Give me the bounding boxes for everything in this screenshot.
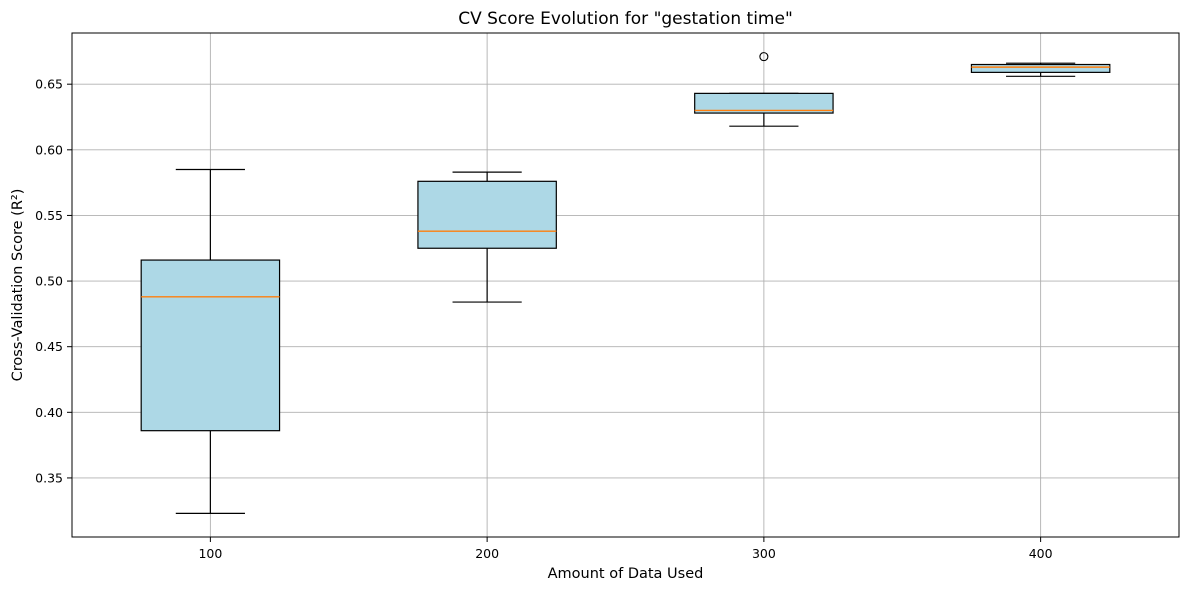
box-400: [970, 62, 1111, 77]
y-tick-label: 0.50: [35, 274, 63, 289]
y-tick-label: 0.40: [35, 405, 63, 420]
y-tick-label: 0.65: [35, 77, 63, 92]
y-tick-label: 0.60: [35, 142, 63, 157]
box-200: [417, 171, 557, 303]
x-tick-label: 200: [475, 546, 499, 561]
chart-title: CV Score Evolution for "gestation time": [458, 9, 793, 29]
plot-frame: [71, 32, 1180, 538]
tick-layer: 0.35 0.40 0.45 0.50 0.55 0.60 0.65 100 200 300 400: [35, 77, 1052, 561]
x-tick-label: 300: [752, 546, 776, 561]
x-axis-label: Amount of Data Used: [548, 566, 704, 582]
iqr-box: [417, 180, 557, 249]
box-300: [694, 52, 834, 127]
outlier-point: [759, 52, 769, 62]
y-tick-label: 0.55: [35, 208, 63, 223]
iqr-box: [970, 63, 1111, 73]
box-layer: [140, 52, 1111, 514]
box-100: [140, 168, 281, 514]
y-tick-label: 0.35: [35, 470, 63, 485]
x-tick-label: 400: [1029, 546, 1053, 561]
iqr-box: [694, 92, 834, 114]
y-tick-label: 0.45: [35, 339, 63, 354]
x-tick-label: 100: [198, 546, 222, 561]
iqr-box: [140, 259, 281, 432]
y-axis-label: Cross-Validation Score (R²): [10, 189, 26, 382]
